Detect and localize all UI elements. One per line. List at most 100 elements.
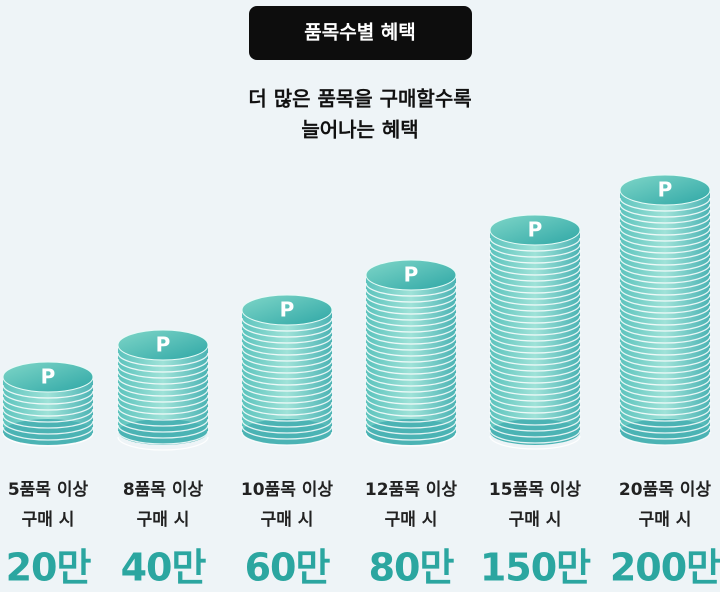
coin-edge xyxy=(365,402,457,417)
coin-edge xyxy=(117,352,209,367)
coin-edge xyxy=(365,408,457,423)
tier-purchase: 구매 시 xyxy=(509,510,562,530)
coin-stack: P xyxy=(117,329,209,451)
coin-edge xyxy=(619,203,711,218)
coin-edge xyxy=(489,417,581,432)
coin-edge xyxy=(117,388,209,403)
coin-edge xyxy=(619,389,711,404)
coin-edge xyxy=(489,309,581,324)
subtitle: 더 많은 품목을 구매할수록 xyxy=(248,87,471,111)
coin-edge xyxy=(489,375,581,390)
coin-edge xyxy=(489,399,581,414)
coin-stack: P xyxy=(241,294,333,446)
coin-edge xyxy=(489,345,581,360)
coin-edge xyxy=(489,255,581,270)
tier-condition: 12품목 이상 xyxy=(365,480,457,500)
coin-edge xyxy=(365,282,457,297)
coin-edge xyxy=(489,429,581,444)
coin-edge xyxy=(619,371,711,386)
coin-edge xyxy=(241,407,333,422)
coin-edge xyxy=(117,430,209,445)
coin-edge xyxy=(489,381,581,396)
tier-condition: 10품목 이상 xyxy=(241,480,333,500)
coin-edge xyxy=(489,351,581,366)
coin-edge xyxy=(619,341,711,356)
coin-edge xyxy=(619,401,711,416)
coin-edge xyxy=(619,311,711,326)
coin-edge xyxy=(619,365,711,380)
coin-edge xyxy=(489,357,581,372)
coin-edge xyxy=(619,209,711,224)
coin-label: P xyxy=(41,365,56,389)
coin-edge xyxy=(489,261,581,276)
coin-edge xyxy=(619,215,711,230)
coin-edge xyxy=(2,384,94,399)
coin-edge xyxy=(489,279,581,294)
coin-top xyxy=(365,259,457,291)
coin-edge xyxy=(241,353,333,368)
coin-edge xyxy=(619,299,711,314)
coin-edge xyxy=(619,335,711,350)
coin-label: P xyxy=(404,263,419,287)
coin-edge xyxy=(489,321,581,336)
coin-top xyxy=(2,361,94,393)
coin-edge xyxy=(241,347,333,362)
coin-edge xyxy=(365,294,457,309)
coin-edge xyxy=(2,402,94,417)
coin-top xyxy=(619,174,711,206)
coin-edge xyxy=(489,297,581,312)
coin-side xyxy=(242,310,332,432)
coin-top xyxy=(117,329,209,361)
coin-edge xyxy=(241,377,333,392)
coin-edge xyxy=(241,389,333,404)
tier-reward: 150만 xyxy=(480,546,591,590)
coin-edge xyxy=(619,431,711,446)
coin-edge xyxy=(489,333,581,348)
coin-edge xyxy=(489,369,581,384)
coin-edge xyxy=(117,436,209,451)
coin-edge xyxy=(619,293,711,308)
coin-edge xyxy=(489,405,581,420)
coin-edge xyxy=(365,318,457,333)
coin-edge xyxy=(2,408,94,423)
coin-edge xyxy=(365,390,457,405)
coin-edge xyxy=(2,420,94,435)
coin-label: P xyxy=(156,333,171,357)
coin-edge xyxy=(365,324,457,339)
coin-edge xyxy=(241,431,333,446)
coin-edge xyxy=(365,312,457,327)
tier-reward: 60만 xyxy=(245,546,331,590)
coin-edge xyxy=(489,303,581,318)
coin-edge xyxy=(489,423,581,438)
coin-stack: P xyxy=(365,259,457,447)
coin-edge xyxy=(117,424,209,439)
coin-stack: P xyxy=(489,214,581,450)
coin-edge xyxy=(619,425,711,440)
coin-edge xyxy=(489,249,581,264)
coin-edge xyxy=(365,306,457,321)
coin-edge xyxy=(241,371,333,386)
coin-edge xyxy=(619,407,711,422)
coin-edge xyxy=(365,354,457,369)
coin-edge xyxy=(489,237,581,252)
coin-edge xyxy=(489,315,581,330)
coin-edge xyxy=(117,400,209,415)
coin-edge xyxy=(241,323,333,338)
coin-edge xyxy=(2,426,94,441)
coin-edge xyxy=(241,413,333,428)
coin-edge xyxy=(117,370,209,385)
coin-edge xyxy=(2,414,94,429)
coin-edge xyxy=(117,358,209,373)
coin-edge xyxy=(619,269,711,284)
tier-reward: 200만 xyxy=(610,546,720,590)
tier-condition: 20품목 이상 xyxy=(619,480,711,500)
coin-edge xyxy=(365,342,457,357)
coin-edge xyxy=(489,435,581,450)
tier-purchase: 구매 시 xyxy=(22,510,75,530)
coin-edge xyxy=(619,359,711,374)
coin-edge xyxy=(117,382,209,397)
coin-edge xyxy=(365,330,457,345)
coin-edge xyxy=(619,275,711,290)
coin-bottom xyxy=(490,419,580,445)
